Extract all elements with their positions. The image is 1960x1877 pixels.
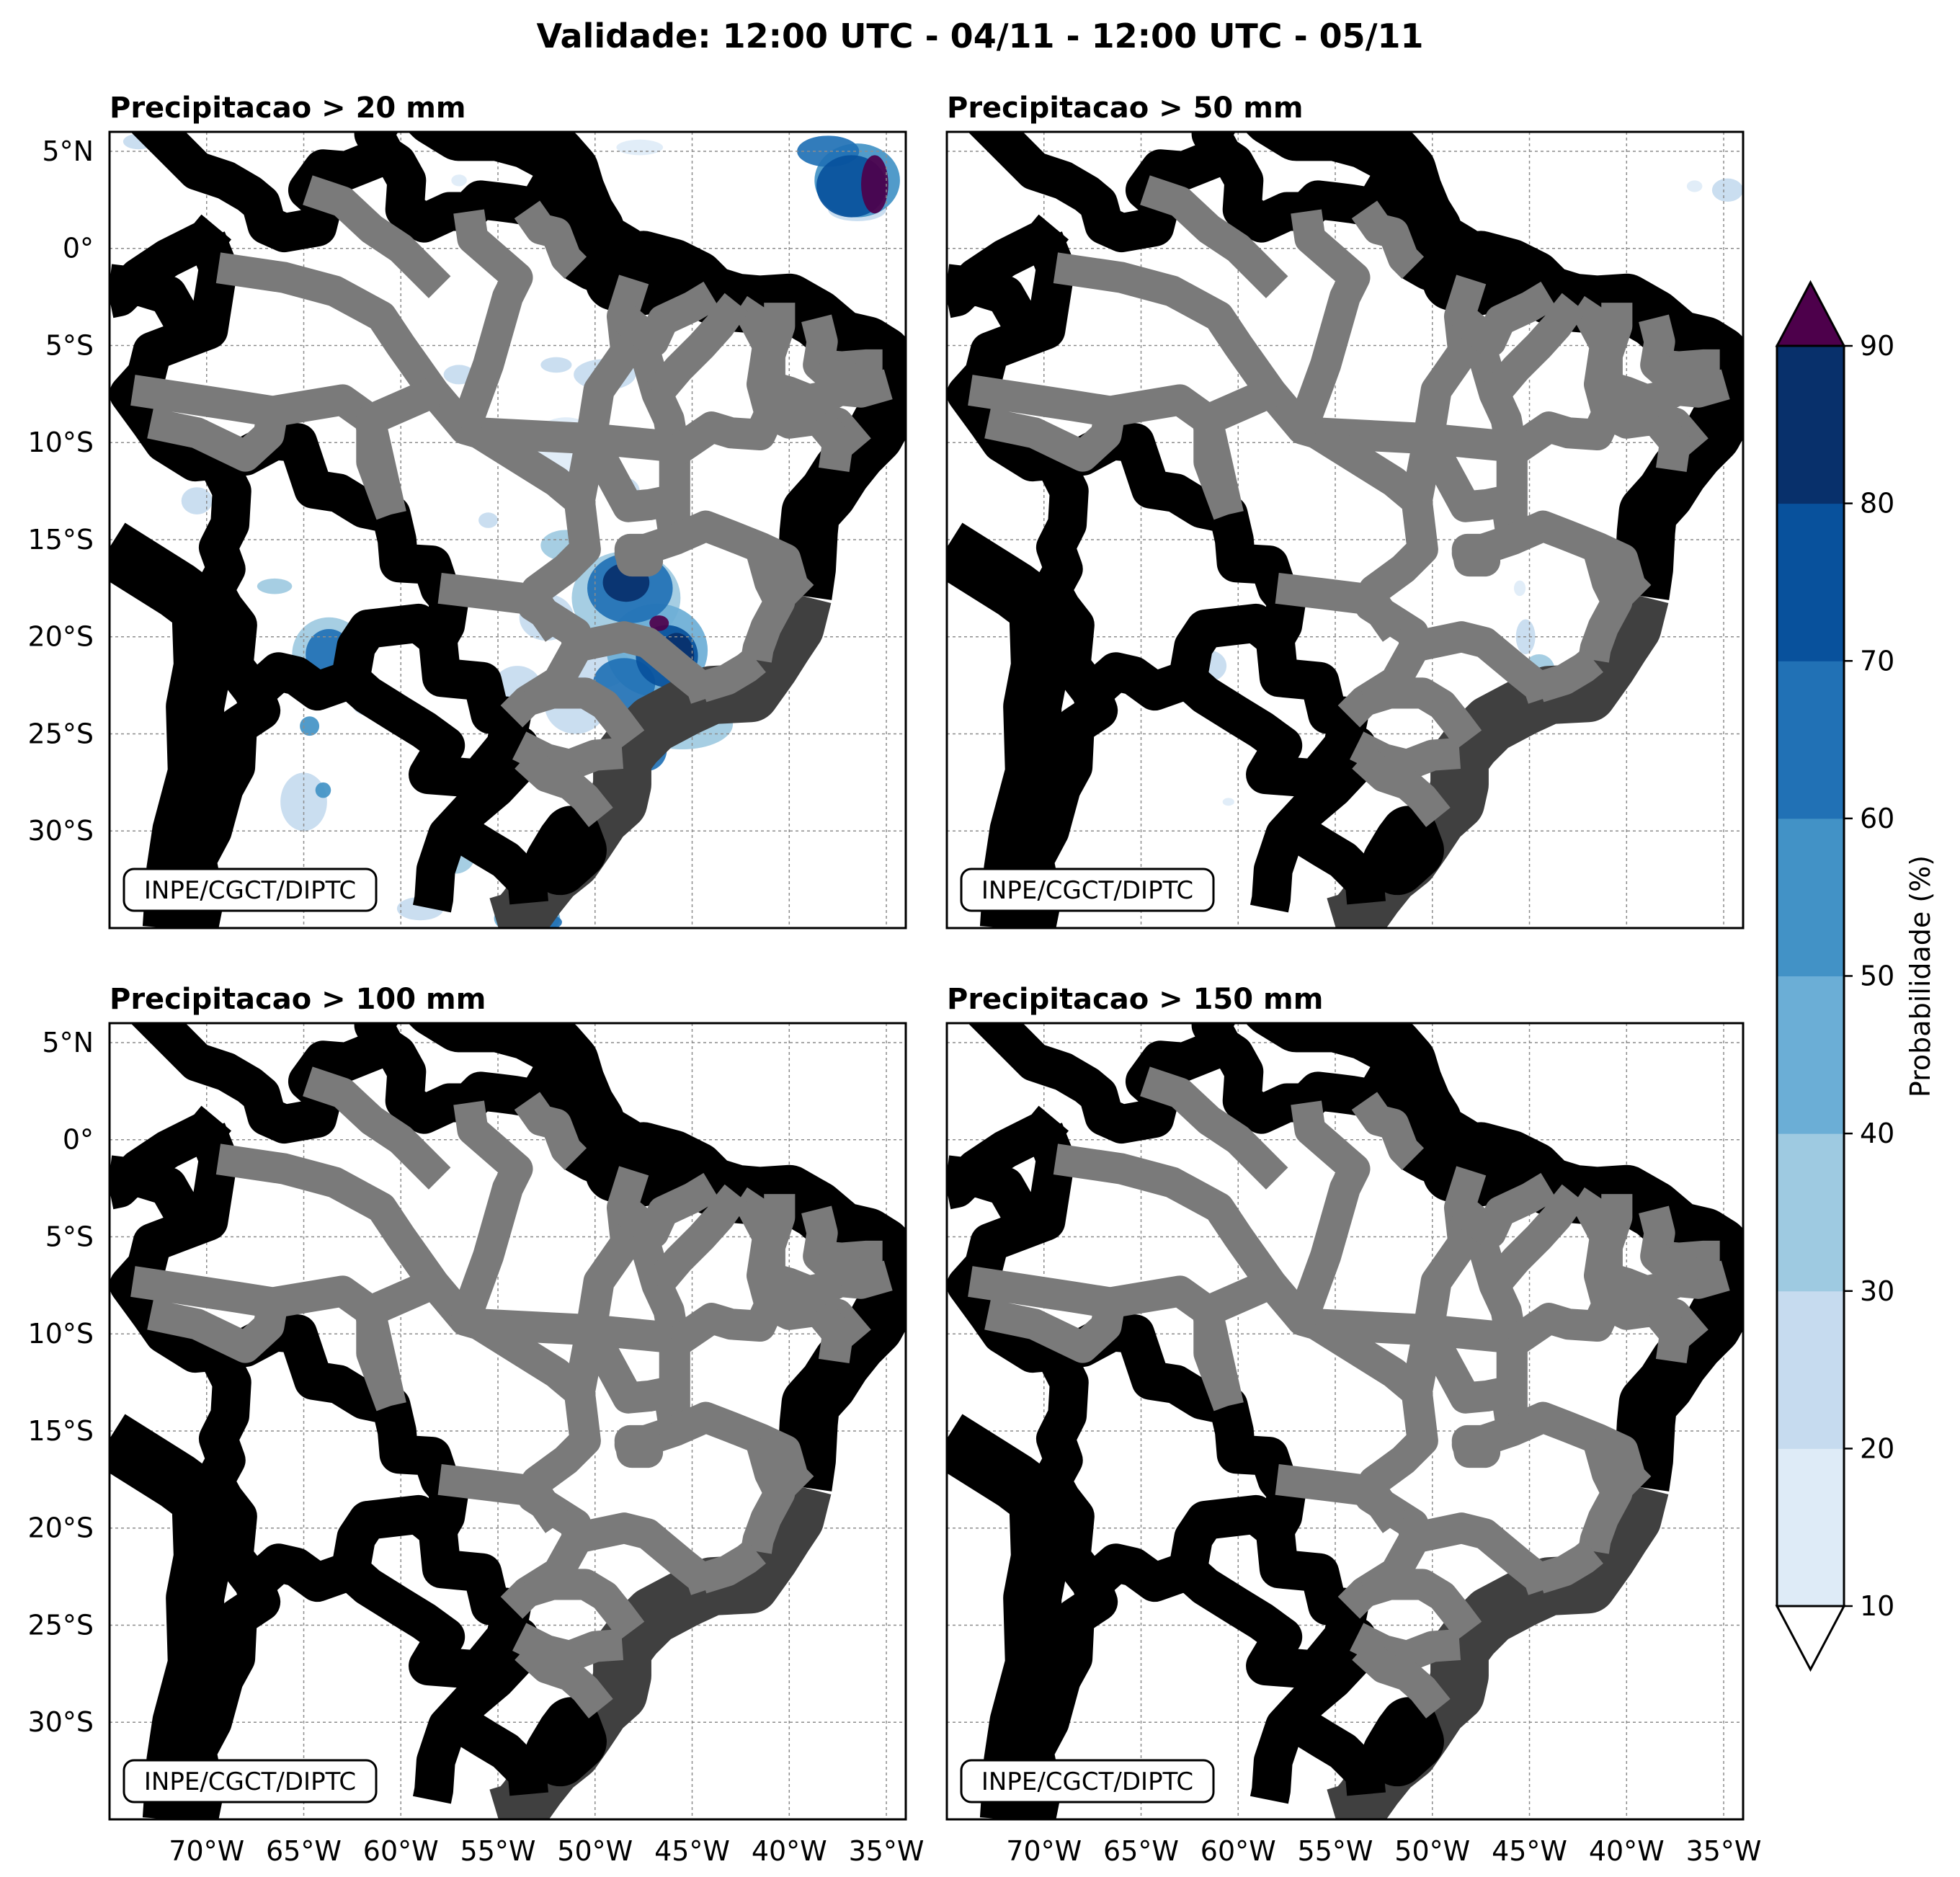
map-content	[110, 1023, 906, 1819]
map-panel-p50: Precipitacao > 50 mm INPE/CGCT/DIPTC	[945, 92, 1745, 929]
map-panel-p20: Precipitacao > 20 mm INPE/CGCT/DIPTC 5°N 0°…	[28, 92, 907, 929]
panel-title: Precipitacao > 50 mm	[947, 92, 1304, 125]
panel-title: Precipitacao > 100 mm	[110, 983, 486, 1016]
colorbar-bin	[1777, 1133, 1844, 1292]
map-frame	[108, 1022, 907, 1821]
panel-title: Precipitacao > 20 mm	[110, 92, 466, 125]
map-content	[947, 132, 1743, 928]
colorbar-tick-label: 80	[1860, 488, 1894, 520]
lon-tick-label: 55°W	[460, 1835, 536, 1867]
colorbar-over-triangle	[1775, 280, 1846, 347]
lat-tick-label: 25°S	[28, 1609, 94, 1641]
probability-area	[315, 782, 331, 798]
colorbar-bin	[1777, 818, 1844, 976]
lat-tick-label: 25°S	[28, 718, 94, 749]
colorbar-bin	[1777, 346, 1844, 504]
colorbar-under-triangle	[1775, 1605, 1846, 1672]
colorbar-bin	[1777, 1290, 1844, 1449]
probability-area	[861, 155, 888, 214]
lon-tick-label: 45°W	[654, 1835, 730, 1867]
colorbar-tick-label: 70	[1860, 645, 1894, 677]
lon-tick-label: 70°W	[1006, 1835, 1082, 1867]
probability-area	[540, 357, 572, 373]
credit-label: INPE/CGCT/DIPTC	[981, 876, 1193, 905]
probability-area	[451, 174, 467, 187]
lat-tick-label: 5°N	[42, 1027, 94, 1058]
lon-tick-label: 40°W	[752, 1835, 827, 1867]
probability-area	[649, 615, 669, 631]
colorbar-bin	[1777, 1448, 1844, 1607]
probability-area	[478, 512, 499, 528]
probability-area	[181, 487, 213, 514]
credit-box	[960, 1759, 1215, 1804]
lat-tick-label: 0°	[63, 233, 94, 264]
lon-tick-label: 50°W	[557, 1835, 633, 1867]
colorbar-tick-label: 40	[1860, 1118, 1894, 1149]
lat-tick-label: 20°S	[28, 1512, 94, 1544]
probability-area	[1686, 180, 1703, 192]
lat-tick-label: 10°S	[28, 427, 94, 458]
lon-tick-label: 60°W	[1200, 1835, 1276, 1867]
colorbar-tick-label: 10	[1860, 1590, 1894, 1622]
lat-tick-label: 20°S	[28, 621, 94, 653]
lon-tick-label: 35°W	[1686, 1835, 1762, 1867]
probability-area	[616, 139, 664, 156]
probability-area	[1513, 580, 1526, 597]
lat-tick-label: 5°S	[45, 329, 94, 361]
panel-title: Precipitacao > 150 mm	[947, 983, 1323, 1016]
probability-area	[1222, 798, 1234, 806]
colorbar-bin	[1777, 976, 1844, 1134]
lon-tick-label: 55°W	[1298, 1835, 1373, 1867]
lat-tick-label: 15°S	[28, 1415, 94, 1447]
lon-tick-label: 60°W	[363, 1835, 439, 1867]
map-frame	[945, 130, 1745, 929]
credit-label: INPE/CGCT/DIPTC	[981, 1767, 1193, 1796]
colorbar-tick-label: 90	[1860, 330, 1894, 362]
credit-label: INPE/CGCT/DIPTC	[144, 876, 356, 905]
lat-tick-label: 5°S	[45, 1221, 94, 1252]
colorbar: 10 20 30 40 50 60 70 80 90 Probabilidade (%)	[1775, 280, 1936, 1672]
lon-tick-label: 40°W	[1589, 1835, 1665, 1867]
lat-tick-label: 5°N	[42, 135, 94, 167]
credit-label: INPE/CGCT/DIPTC	[144, 1767, 356, 1796]
lat-tick-label: 15°S	[28, 524, 94, 556]
lat-tick-label: 0°	[63, 1124, 94, 1156]
credit-box	[122, 868, 378, 912]
colorbar-tick-label: 50	[1860, 960, 1894, 992]
map-panel-p150: Precipitacao > 150 mm INPE/CGCT/DIPTC 70°W…	[945, 983, 1762, 1867]
colorbar-tick-label: 30	[1860, 1275, 1894, 1307]
credit-box	[122, 1759, 378, 1804]
map-frame	[108, 130, 907, 929]
credit-box	[960, 868, 1215, 912]
probability-area	[300, 716, 320, 736]
map-panel-p100: Precipitacao > 100 mm INPE/CGCT/DIPTC 5°N 0…	[28, 983, 925, 1867]
lat-tick-label: 30°S	[28, 1706, 94, 1738]
lon-tick-label: 70°W	[169, 1835, 244, 1867]
map-content	[110, 132, 906, 928]
colorbar-label: Probabilidade (%)	[1905, 855, 1936, 1097]
colorbar-tick-label: 20	[1860, 1432, 1894, 1464]
colorbar-bin	[1777, 503, 1844, 661]
map-frame	[945, 1022, 1745, 1821]
map-content	[947, 1023, 1743, 1819]
probability-area	[1711, 178, 1743, 202]
lat-tick-label: 30°S	[28, 815, 94, 847]
lon-tick-label: 65°W	[1103, 1835, 1179, 1867]
figure-title: Validade: 12:00 UTC - 04/11 - 12:00 UTC …	[536, 17, 1423, 55]
lat-tick-label: 10°S	[28, 1318, 94, 1350]
lon-tick-label: 35°W	[849, 1835, 925, 1867]
probability-area	[257, 578, 293, 594]
lon-tick-label: 45°W	[1492, 1835, 1567, 1867]
colorbar-tick-label: 60	[1860, 803, 1894, 834]
lon-tick-label: 50°W	[1394, 1835, 1470, 1867]
colorbar-bin	[1777, 661, 1844, 819]
lon-tick-label: 65°W	[266, 1835, 342, 1867]
